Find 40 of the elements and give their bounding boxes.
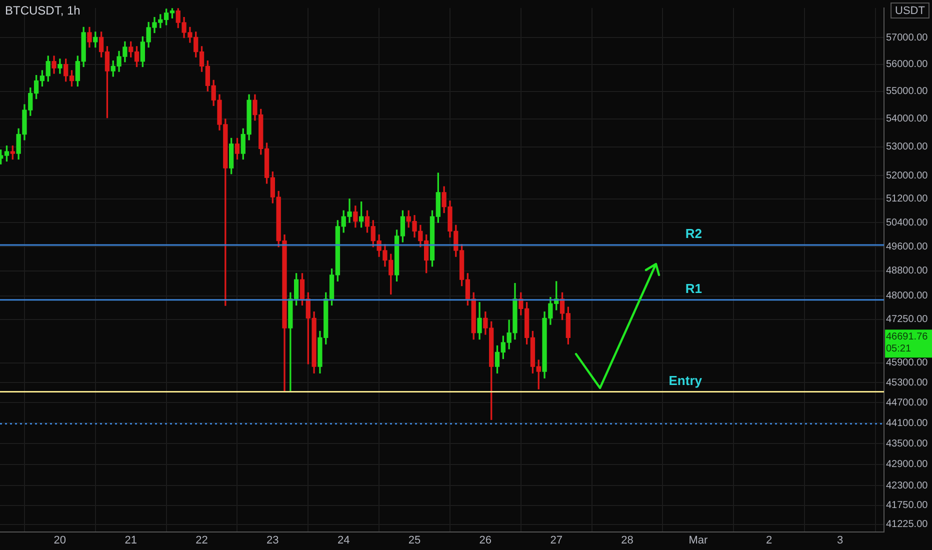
y-tick-label: 50400.00	[886, 217, 928, 228]
ref-line-label: R2	[685, 226, 702, 242]
x-tick-label: 22	[196, 534, 208, 547]
y-tick-label: 48800.00	[886, 266, 928, 277]
y-tick-label: 48000.00	[886, 290, 928, 302]
y-axis-title: USDT	[895, 5, 926, 18]
y-tick-label: 41225.00	[886, 519, 928, 530]
y-tick-label: 42900.00	[886, 459, 928, 470]
x-tick-label: Mar	[688, 534, 708, 547]
ref-line-label: R1	[685, 280, 702, 296]
y-tick-label: 41750.00	[886, 500, 928, 512]
y-tick-label: 56000.00	[886, 59, 928, 70]
x-tick-label: 2	[766, 534, 772, 547]
y-tick-label: 44700.00	[886, 397, 928, 408]
chart-title: BTCUSDT, 1h	[5, 3, 80, 18]
y-tick-label: 55000.00	[886, 86, 928, 98]
y-tick-label: 52000.00	[886, 170, 928, 182]
y-tick-label: 57000.00	[886, 32, 928, 44]
y-tick-label: 54000.00	[886, 114, 928, 125]
y-tick-label: 44100.00	[886, 418, 928, 429]
y-tick-label: 53000.00	[886, 142, 928, 153]
y-tick-label: 49600.00	[886, 241, 928, 252]
x-tick-label: 27	[550, 534, 562, 547]
text: 46691.76	[886, 331, 928, 342]
x-tick-label: 24	[337, 534, 350, 547]
x-tick-label: 23	[266, 534, 279, 547]
text: 05:21	[886, 343, 912, 354]
x-tick-label: 25	[408, 534, 421, 547]
y-tick-label: 45900.00	[886, 358, 928, 369]
x-tick-label: 3	[836, 534, 844, 547]
y-tick-label: 42300.00	[886, 480, 928, 492]
ref-line-label: Entry	[668, 372, 703, 388]
x-tick-label: 20	[54, 534, 66, 547]
y-tick-label: 51200.00	[886, 194, 928, 205]
x-tick-label: 21	[124, 534, 137, 547]
y-tick-label: 47250.00	[886, 314, 928, 326]
x-tick-label: 26	[479, 534, 492, 547]
x-tick-label: 28	[621, 534, 634, 547]
y-tick-label: 45300.00	[886, 377, 928, 388]
y-tick-label: 43500.00	[886, 438, 928, 450]
